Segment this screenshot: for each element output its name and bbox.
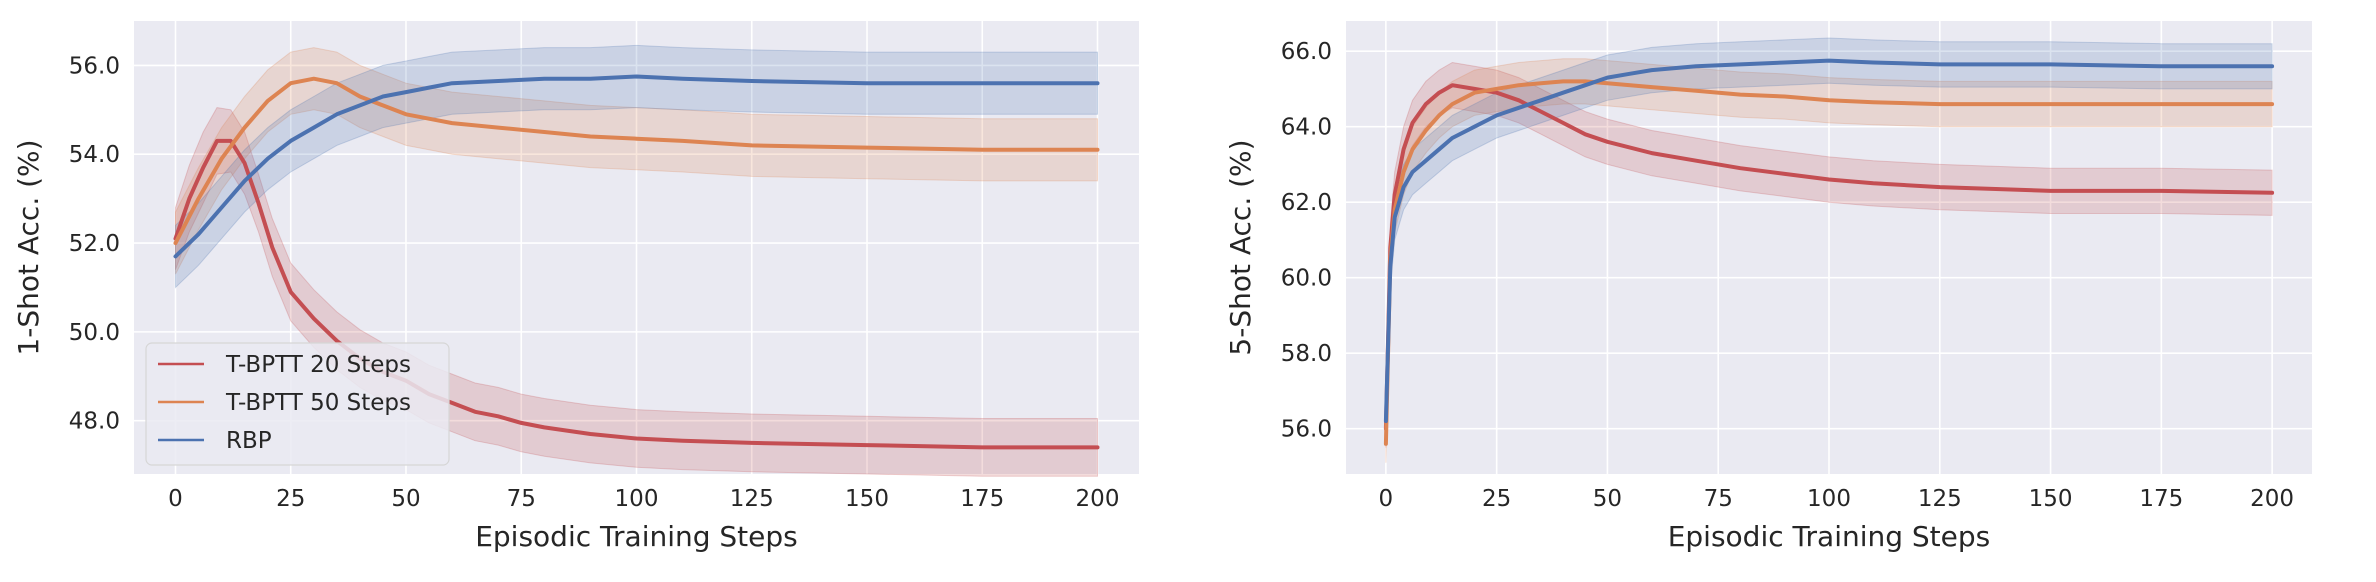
confidence-band-2 xyxy=(175,44,1098,289)
y-tick-label: 64.0 xyxy=(1281,115,1332,141)
legend-box xyxy=(145,342,450,466)
series-line-1 xyxy=(1383,79,2275,446)
x-tick-label: 25 xyxy=(1482,486,1511,512)
chart-panel-2: 0 25 50 75 100 125 150 175 200 56.0 58.0 60.0 62.0 64… xyxy=(1224,21,2312,553)
x-tick-label: 150 xyxy=(845,486,889,512)
series-line-1 xyxy=(173,76,1100,246)
y-tick-label: 56.0 xyxy=(1281,417,1332,443)
confidence-band-1 xyxy=(1385,58,2273,463)
y-tick-label: 66.0 xyxy=(1281,39,1332,65)
y-tick-label: 60.0 xyxy=(1281,266,1332,292)
y-tick-label: 56.0 xyxy=(69,53,120,79)
x-axis-label: Episodic Training Steps xyxy=(1668,520,1991,553)
legend-entry-label: RBP xyxy=(226,428,272,454)
confidence-band-2 xyxy=(1385,37,2273,441)
x-tick-label: 0 xyxy=(1379,486,1394,512)
y-tick-label: 58.0 xyxy=(1281,341,1332,367)
confidence-band-1 xyxy=(175,47,1098,275)
y-tick-label: 52.0 xyxy=(69,231,120,257)
x-tick-label: 75 xyxy=(507,486,536,512)
series-line-2 xyxy=(1383,58,2275,424)
chart-panel-1: 0 25 50 75 100 125 150 175 200 48.0 50.0 52.0 54.0 56… xyxy=(12,21,1139,553)
x-tick-label: 100 xyxy=(615,486,659,512)
legend-entry-label: T-BPTT 50 Steps xyxy=(225,390,411,416)
legend-entry-label: T-BPTT 20 Steps xyxy=(225,352,411,378)
confidence-band-0 xyxy=(1385,61,2273,448)
x-tick-label: 25 xyxy=(276,486,305,512)
x-tick-label: 150 xyxy=(2029,486,2073,512)
y-axis-label: 1-Shot Acc. (%) xyxy=(12,139,45,355)
x-tick-label: 125 xyxy=(1918,486,1962,512)
x-tick-label: 100 xyxy=(1807,486,1851,512)
x-axis-label: Episodic Training Steps xyxy=(475,520,798,553)
y-tick-label: 50.0 xyxy=(69,320,120,346)
legend: T-BPTT 20 Steps T-BPTT 50 Steps RBP xyxy=(145,342,450,466)
x-tick-label: 50 xyxy=(391,486,420,512)
series-line-2 xyxy=(173,74,1100,259)
x-tick-label: 200 xyxy=(1076,486,1120,512)
x-tick-label: 50 xyxy=(1593,486,1622,512)
x-tick-label: 125 xyxy=(730,486,774,512)
x-tick-label: 200 xyxy=(2250,486,2294,512)
x-tick-label: 0 xyxy=(168,486,183,512)
x-tick-label: 175 xyxy=(2139,486,2183,512)
y-tick-label: 48.0 xyxy=(69,409,120,435)
y-axis-label: 5-Shot Acc. (%) xyxy=(1224,139,1257,355)
y-tick-label: 62.0 xyxy=(1281,190,1332,216)
y-tick-label: 54.0 xyxy=(69,142,120,168)
series-line-0 xyxy=(1383,83,2275,431)
x-tick-label: 175 xyxy=(960,486,1004,512)
x-tick-label: 75 xyxy=(1704,486,1733,512)
